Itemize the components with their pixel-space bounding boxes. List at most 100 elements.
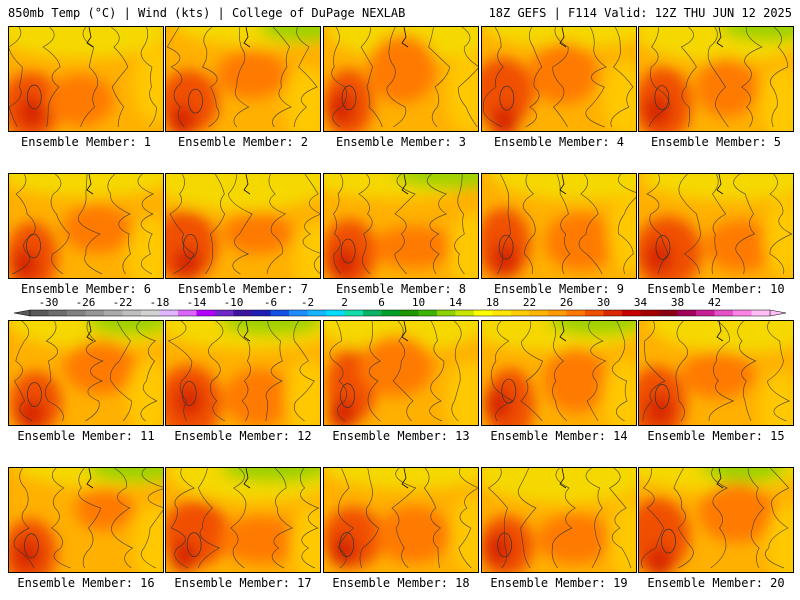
colorbar-swatch [178, 310, 197, 316]
map-title: 850mb Temp (°C) | Wind (kts) | College o… [8, 6, 406, 20]
colorbar-tick-label: 42 [708, 298, 721, 309]
colorbar-swatch [714, 310, 734, 316]
member-label: Ensemble Member: 16 [17, 576, 155, 590]
colorbar-tick-label: 26 [560, 298, 573, 309]
member-map-panel [638, 26, 794, 132]
colorbar-swatch [696, 310, 715, 316]
member-label: Ensemble Member: 10 [647, 282, 785, 296]
colorbar-tick-label: 38 [671, 298, 684, 309]
colorbar-swatch [104, 310, 123, 316]
colorbar-tick-label: -22 [113, 298, 133, 309]
colorbar-tick-label: 22 [523, 298, 536, 309]
colorbar-tick-label: 18 [486, 298, 499, 309]
colorbar-tick-label: 34 [634, 298, 648, 309]
colorbar-swatch [215, 310, 234, 316]
colorbar-swatch [474, 310, 493, 316]
member-map-panel [638, 467, 794, 573]
member-map-panel [8, 26, 164, 132]
colorbar-tick-label: -26 [76, 298, 96, 309]
member-label: Ensemble Member: 13 [332, 429, 470, 443]
member-map-panel [323, 320, 479, 426]
member-label: Ensemble Member: 4 [493, 135, 625, 149]
colorbar-swatch [437, 310, 456, 316]
member-label: Ensemble Member: 1 [20, 135, 152, 149]
colorbar-tick-label: 2 [341, 298, 348, 309]
member-map-panel [323, 26, 479, 132]
colorbar-swatch [566, 310, 586, 316]
colorbar-swatch [677, 310, 697, 316]
colorbar-swatch [751, 310, 771, 316]
colorbar-swatch [492, 310, 512, 316]
member-map-panel [481, 320, 637, 426]
member-label: Ensemble Member: 8 [335, 282, 467, 296]
colorbar-swatch [85, 310, 105, 316]
member-map-panel [481, 467, 637, 573]
member-label: Ensemble Member: 19 [490, 576, 628, 590]
member-map-panel [8, 320, 164, 426]
member-label: Ensemble Member: 2 [177, 135, 309, 149]
colorbar-swatch [640, 310, 660, 316]
colorbar-tick-label: -30 [39, 298, 59, 309]
colorbar-swatch [363, 310, 382, 316]
member-label: Ensemble Member: 5 [650, 135, 782, 149]
temperature-colorbar: -30 -26 -22 -18 -14 -10 -6 -2 2 6 10 14 18 22 26 30 34 38… [13, 298, 787, 317]
colorbar-swatch [48, 310, 68, 316]
colorbar-swatch [67, 310, 86, 316]
member-label: Ensemble Member: 15 [647, 429, 785, 443]
colorbar-swatch [344, 310, 364, 316]
member-label: Ensemble Member: 6 [20, 282, 152, 296]
member-label: Ensemble Member: 17 [174, 576, 312, 590]
colorbar-swatch [511, 310, 530, 316]
member-label: Ensemble Member: 7 [177, 282, 309, 296]
colorbar-swatch [418, 310, 438, 316]
colorbar-tick-label: -6 [264, 298, 277, 309]
colorbar-swatch [159, 310, 179, 316]
colorbar-tick-label: 30 [597, 298, 610, 309]
member-map-panel [323, 173, 479, 279]
colorbar-swatch [529, 310, 549, 316]
member-map-panel [481, 26, 637, 132]
colorbar-swatch [233, 310, 253, 316]
member-map-panel [638, 173, 794, 279]
colorbar-swatch [548, 310, 567, 316]
colorbar-tick-label: -10 [224, 298, 244, 309]
member-label: Ensemble Member: 18 [332, 576, 470, 590]
colorbar-tick-label: -18 [150, 298, 170, 309]
valid-time: 18Z GEFS | F114 Valid: 12Z THU JUN 12 20… [488, 6, 792, 20]
colorbar-swatch [141, 310, 160, 316]
member-label: Ensemble Member: 11 [17, 429, 155, 443]
member-label: Ensemble Member: 3 [335, 135, 467, 149]
colorbar-tick-label: -14 [187, 298, 207, 309]
colorbar-swatch [455, 310, 475, 316]
member-map-panel [165, 467, 321, 573]
member-map-panel [165, 320, 321, 426]
member-map-panel [165, 26, 321, 132]
colorbar-swatch [400, 310, 419, 316]
colorbar-swatch [381, 310, 401, 316]
member-map-panel [323, 467, 479, 573]
member-label: Ensemble Member: 9 [493, 282, 625, 296]
colorbar-swatch [30, 310, 49, 316]
member-map-panel [8, 467, 164, 573]
colorbar-swatch [622, 310, 641, 316]
member-label: Ensemble Member: 12 [174, 429, 312, 443]
colorbar-swatch [585, 310, 604, 316]
colorbar-swatch [307, 310, 327, 316]
colorbar-tick-label: 14 [449, 298, 463, 309]
colorbar-swatch [326, 310, 345, 316]
colorbar-swatch [270, 310, 290, 316]
colorbar-swatch [196, 310, 216, 316]
member-label: Ensemble Member: 20 [647, 576, 785, 590]
colorbar-swatch [289, 310, 308, 316]
member-map-panel [8, 173, 164, 279]
member-label: Ensemble Member: 14 [490, 429, 628, 443]
member-map-panel [638, 320, 794, 426]
colorbar-swatch [603, 310, 623, 316]
colorbar-swatch [733, 310, 752, 316]
colorbar-swatch [252, 310, 271, 316]
colorbar-swatch [122, 310, 142, 316]
member-map-panel [165, 173, 321, 279]
colorbar-tick-label: -2 [301, 298, 314, 309]
member-map-panel [481, 173, 637, 279]
colorbar-tick-label: 6 [378, 298, 385, 309]
